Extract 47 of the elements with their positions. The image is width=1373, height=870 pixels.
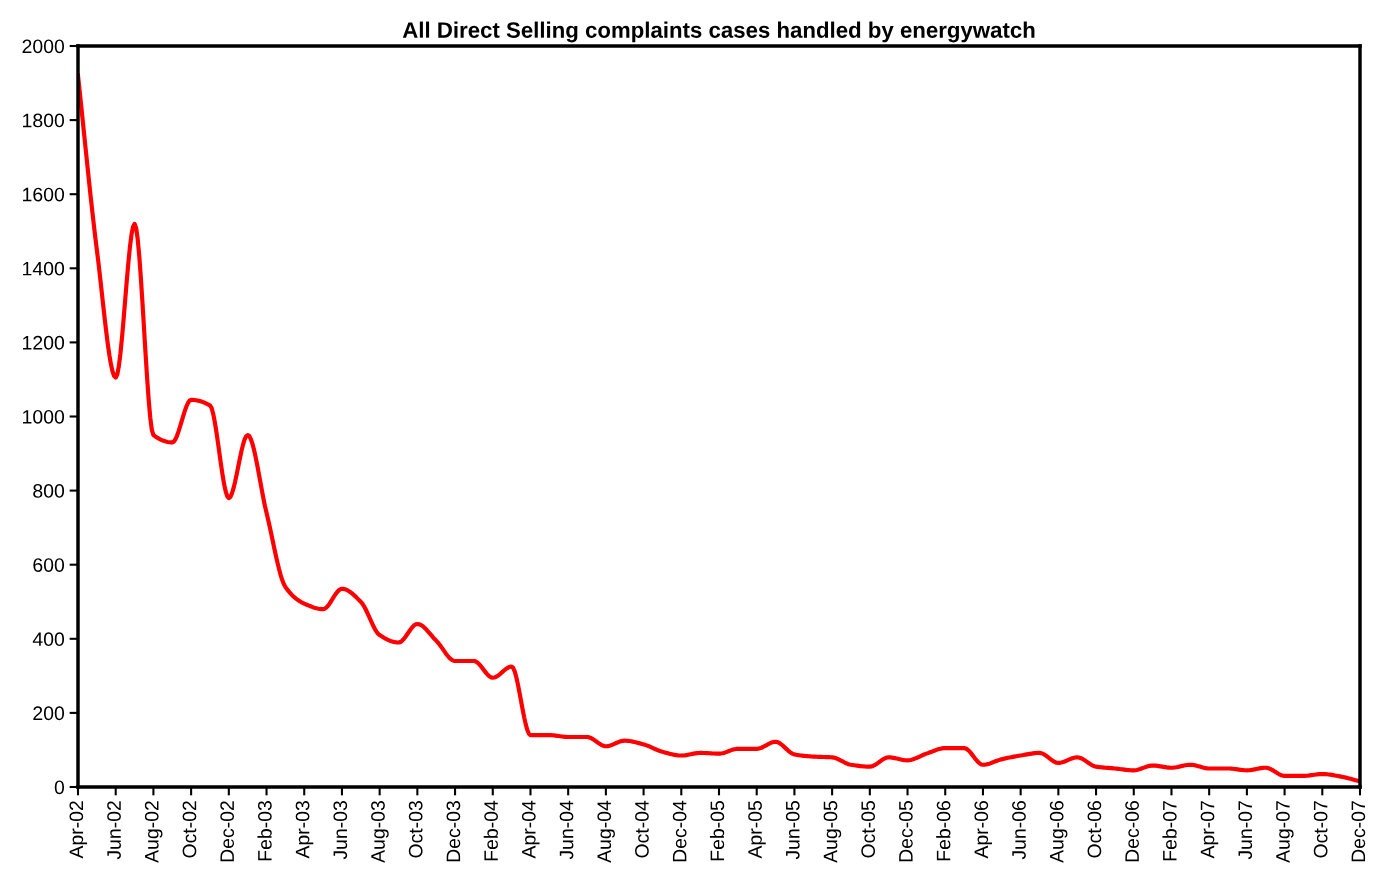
x-tick-label: Oct-06 [1087, 801, 1102, 858]
x-tick-label: Aug-03 [371, 801, 389, 863]
x-tick-label: Oct-02 [182, 801, 197, 858]
x-tick-label: Oct-05 [861, 801, 876, 858]
x-tick-label: Feb-03 [257, 801, 272, 861]
x-tick-label: Jun-03 [333, 801, 348, 860]
x-tick-label: Jun-02 [107, 801, 121, 860]
y-tick-label: 600 [33, 558, 65, 572]
x-tick-label: Dec-06 [1125, 801, 1139, 862]
x-tick-label: Jun-06 [1012, 801, 1026, 860]
y-tick-label: 1600 [23, 187, 65, 202]
x-tick-label: Dec-04 [672, 800, 687, 862]
x-tick-label: Apr-03 [295, 801, 314, 859]
x-tick-label: Jun-07 [1238, 801, 1253, 860]
x-tick-label: Aug-02 [144, 801, 163, 863]
x-tick-label: Feb-04 [483, 800, 498, 861]
x-tick-label: Dec-03 [446, 801, 461, 862]
x-tick-label: Dec-05 [898, 801, 913, 862]
x-tick-label: Aug-05 [823, 801, 842, 863]
y-tick-label: 0 [54, 780, 65, 795]
y-tick-label: 200 [33, 706, 65, 721]
x-tick-label: Feb-07 [1162, 801, 1177, 861]
x-tick-label: Oct-07 [1313, 801, 1328, 858]
x-tick-label: Apr-04 [521, 800, 540, 859]
x-tick-label: Aug-07 [1276, 801, 1294, 863]
x-tick-label: Aug-04 [597, 800, 615, 863]
x-tick-label: Dec-02 [220, 801, 235, 862]
x-tick-label: Jun-05 [785, 801, 800, 860]
y-tick-label: 1200 [23, 335, 65, 350]
y-tick-label: 1400 [23, 261, 65, 276]
x-tick-label: Apr-07 [1200, 801, 1219, 859]
x-tick-label: Dec-07 [1351, 801, 1366, 862]
x-tick-label: Apr-02 [69, 801, 88, 859]
y-tick-label: 400 [32, 632, 65, 647]
x-tick-label: Apr-05 [748, 801, 766, 859]
x-tick-label: Oct-04 [635, 800, 649, 858]
y-tick-label: 2000 [22, 39, 65, 54]
x-tick-label: Apr-06 [974, 801, 992, 859]
chart-title: All Direct Selling complaints cases handled by energywatch [402, 21, 1035, 43]
x-tick-label: Aug-06 [1049, 801, 1068, 863]
x-tick-label: Jun-04 [559, 800, 574, 860]
y-tick-label: 800 [33, 484, 65, 498]
x-tick-label: Feb-05 [709, 801, 725, 861]
y-tick-label: 1000 [23, 409, 65, 424]
y-tick-label: 1800 [23, 113, 65, 128]
x-tick-label: Oct-03 [408, 801, 423, 858]
x-tick-label: Feb-06 [936, 801, 951, 861]
